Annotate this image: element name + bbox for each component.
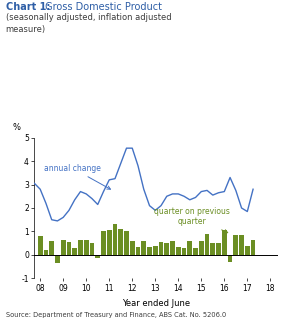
Bar xyxy=(170,241,175,255)
Bar xyxy=(141,241,146,255)
Bar xyxy=(55,255,60,263)
Bar xyxy=(124,231,129,255)
Bar xyxy=(78,240,83,255)
Bar xyxy=(118,229,123,255)
Bar xyxy=(101,231,106,255)
Bar xyxy=(61,240,66,255)
Bar xyxy=(95,255,100,259)
X-axis label: Year ended June: Year ended June xyxy=(122,299,191,308)
Bar xyxy=(210,243,215,255)
Bar xyxy=(199,241,204,255)
Text: Gross Domestic Product: Gross Domestic Product xyxy=(42,2,162,12)
Bar xyxy=(245,245,250,255)
Bar xyxy=(44,250,49,255)
Text: Source: Department of Treasury and Finance, ABS Cat. No. 5206.0: Source: Department of Treasury and Finan… xyxy=(6,312,226,318)
Bar xyxy=(239,235,244,255)
Text: Chart 1:: Chart 1: xyxy=(6,2,50,12)
Bar xyxy=(222,230,227,255)
Text: annual change: annual change xyxy=(44,164,110,189)
Bar xyxy=(159,242,163,255)
Bar xyxy=(193,248,198,255)
Bar xyxy=(216,243,221,255)
Bar xyxy=(182,248,187,255)
Bar xyxy=(205,234,210,255)
Bar xyxy=(84,240,89,255)
Bar xyxy=(251,240,255,255)
Bar xyxy=(176,247,181,255)
Text: %: % xyxy=(13,123,20,132)
Bar xyxy=(67,242,71,255)
Bar xyxy=(38,236,42,255)
Bar xyxy=(164,243,169,255)
Text: quarter on previous
quarter: quarter on previous quarter xyxy=(154,206,230,233)
Bar xyxy=(153,245,158,255)
Bar xyxy=(147,247,152,255)
Bar xyxy=(130,241,135,255)
Bar xyxy=(228,255,232,262)
Bar xyxy=(187,241,192,255)
Bar xyxy=(107,230,112,255)
Bar xyxy=(90,243,94,255)
Text: (seasonally adjusted, inflation adjusted
measure): (seasonally adjusted, inflation adjusted… xyxy=(6,13,171,34)
Bar xyxy=(233,235,238,255)
Bar xyxy=(113,224,117,255)
Bar xyxy=(72,248,77,255)
Bar xyxy=(49,241,54,255)
Bar xyxy=(135,247,140,255)
